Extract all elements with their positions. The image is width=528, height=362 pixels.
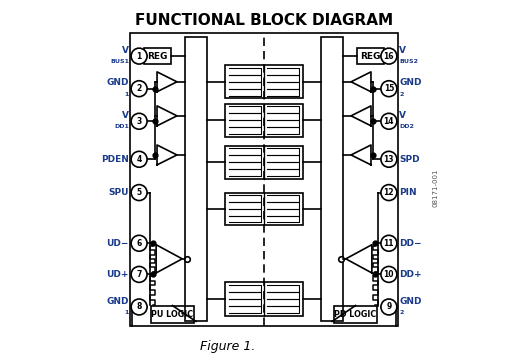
- Circle shape: [131, 185, 147, 201]
- Text: 14: 14: [384, 117, 394, 126]
- Text: SPU: SPU: [108, 188, 129, 197]
- Bar: [185, 37, 207, 321]
- Text: V: V: [399, 111, 406, 120]
- Text: GND: GND: [399, 78, 421, 87]
- Circle shape: [381, 81, 397, 97]
- Bar: [144, 48, 171, 64]
- Text: 08171-001: 08171-001: [432, 169, 439, 207]
- Text: V: V: [122, 111, 129, 120]
- Circle shape: [131, 299, 147, 315]
- Circle shape: [381, 185, 397, 201]
- Text: 16: 16: [384, 52, 394, 60]
- Bar: [225, 146, 303, 179]
- Text: 1: 1: [136, 52, 142, 60]
- Text: 1: 1: [125, 92, 129, 97]
- Text: 5: 5: [137, 188, 142, 197]
- Circle shape: [131, 81, 147, 97]
- Text: REG: REG: [361, 52, 381, 60]
- Text: V: V: [399, 46, 406, 55]
- Bar: [225, 282, 303, 316]
- Text: 10: 10: [384, 270, 394, 279]
- Text: BUS1: BUS1: [110, 59, 129, 64]
- Text: DD1: DD1: [114, 124, 129, 129]
- Text: SPD: SPD: [399, 155, 420, 164]
- Text: Figure 1.: Figure 1.: [200, 340, 256, 353]
- Text: 2: 2: [136, 84, 142, 93]
- Text: REG: REG: [147, 52, 167, 60]
- Text: 1: 1: [125, 310, 129, 315]
- Text: UD−: UD−: [107, 239, 129, 248]
- Text: V: V: [122, 46, 129, 55]
- Text: DD2: DD2: [399, 124, 414, 129]
- Text: 7: 7: [136, 270, 142, 279]
- Circle shape: [131, 266, 147, 282]
- Text: 15: 15: [384, 84, 394, 93]
- Text: 8: 8: [136, 303, 142, 311]
- Circle shape: [381, 113, 397, 129]
- Bar: [225, 193, 303, 225]
- Text: GND: GND: [107, 78, 129, 87]
- Text: GND: GND: [107, 296, 129, 306]
- Text: 4: 4: [136, 155, 142, 164]
- Text: 6: 6: [136, 239, 142, 248]
- Text: DD+: DD+: [399, 270, 422, 279]
- Text: 3: 3: [136, 117, 142, 126]
- Text: PU LOGIC: PU LOGIC: [152, 310, 193, 319]
- Text: PIN: PIN: [399, 188, 417, 197]
- Bar: [225, 104, 303, 137]
- Text: FUNCTIONAL BLOCK DIAGRAM: FUNCTIONAL BLOCK DIAGRAM: [135, 13, 393, 28]
- Circle shape: [131, 151, 147, 167]
- Bar: [334, 306, 377, 323]
- Text: GND: GND: [399, 296, 421, 306]
- Bar: [321, 37, 343, 321]
- Text: DD−: DD−: [399, 239, 421, 248]
- Circle shape: [131, 113, 147, 129]
- Bar: [151, 306, 194, 323]
- Bar: [225, 65, 303, 98]
- Circle shape: [381, 266, 397, 282]
- Circle shape: [381, 48, 397, 64]
- Circle shape: [381, 235, 397, 251]
- Text: 11: 11: [384, 239, 394, 248]
- Bar: [130, 33, 398, 326]
- Text: 13: 13: [384, 155, 394, 164]
- Text: 2: 2: [399, 92, 403, 97]
- Circle shape: [131, 48, 147, 64]
- Text: BUS2: BUS2: [399, 59, 418, 64]
- Text: PD LOGIC: PD LOGIC: [334, 310, 376, 319]
- Circle shape: [381, 151, 397, 167]
- Text: 12: 12: [384, 188, 394, 197]
- Bar: [357, 48, 384, 64]
- Circle shape: [381, 299, 397, 315]
- Text: PDEN: PDEN: [101, 155, 129, 164]
- Text: 2: 2: [399, 310, 403, 315]
- Circle shape: [131, 235, 147, 251]
- Text: UD+: UD+: [107, 270, 129, 279]
- Text: 9: 9: [386, 303, 392, 311]
